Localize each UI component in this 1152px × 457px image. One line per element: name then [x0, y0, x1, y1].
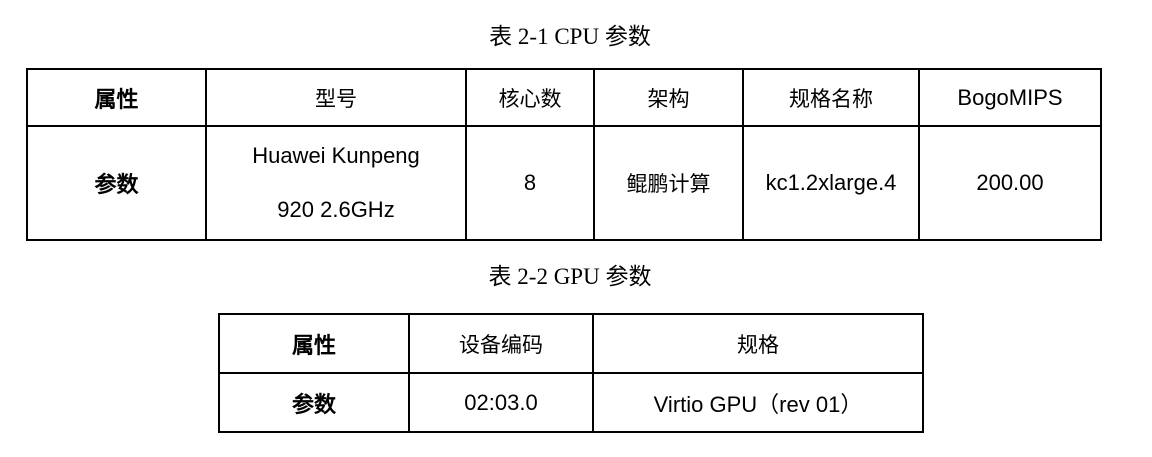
- cpu-header-bogomips: BogoMIPS: [918, 68, 1102, 127]
- gpu-row-label: 参数: [218, 372, 410, 433]
- cpu-header-model: 型号: [205, 68, 467, 127]
- gpu-header-spec: 规格: [592, 313, 924, 374]
- cpu-cores-value: 8: [465, 125, 595, 241]
- gpu-table-caption: 表 2-2 GPU 参数: [488, 264, 652, 289]
- gpu-table: 属性 设备编码 规格 参数 02:03.0 Virtio GPU（rev 01）: [218, 313, 924, 433]
- gpu-device-code-value: 02:03.0: [408, 372, 594, 433]
- cpu-table-data-row: 参数 Huawei Kunpeng 920 2.6GHz 8 鲲鹏计算 kc1.…: [26, 125, 1102, 241]
- cpu-table-header-row: 属性 型号 核心数 架构 规格名称 BogoMIPS: [26, 68, 1102, 127]
- cpu-header-architecture: 架构: [593, 68, 744, 127]
- cpu-header-flavor-name: 规格名称: [742, 68, 920, 127]
- cpu-model-line1: Huawei Kunpeng: [252, 143, 420, 168]
- cpu-flavor-name-value: kc1.2xlarge.4: [742, 125, 920, 241]
- gpu-spec-value: Virtio GPU（rev 01）: [592, 372, 924, 433]
- gpu-header-attribute: 属性: [218, 313, 410, 374]
- cpu-header-cores: 核心数: [465, 68, 595, 127]
- cpu-table-caption: 表 2-1 CPU 参数: [489, 24, 651, 49]
- gpu-header-device-code: 设备编码: [408, 313, 594, 374]
- cpu-bogomips-value: 200.00: [918, 125, 1102, 241]
- cpu-model-line2: 920 2.6GHz: [277, 197, 395, 222]
- cpu-table: 属性 型号 核心数 架构 规格名称 BogoMIPS 参数 Huawei Kun…: [26, 68, 1102, 241]
- cpu-model-cell: Huawei Kunpeng 920 2.6GHz: [205, 125, 467, 241]
- gpu-table-data-row: 参数 02:03.0 Virtio GPU（rev 01）: [218, 372, 924, 433]
- cpu-row-label: 参数: [26, 125, 207, 241]
- cpu-architecture-value: 鲲鹏计算: [593, 125, 744, 241]
- gpu-table-header-row: 属性 设备编码 规格: [218, 313, 924, 374]
- cpu-header-attribute: 属性: [26, 68, 207, 127]
